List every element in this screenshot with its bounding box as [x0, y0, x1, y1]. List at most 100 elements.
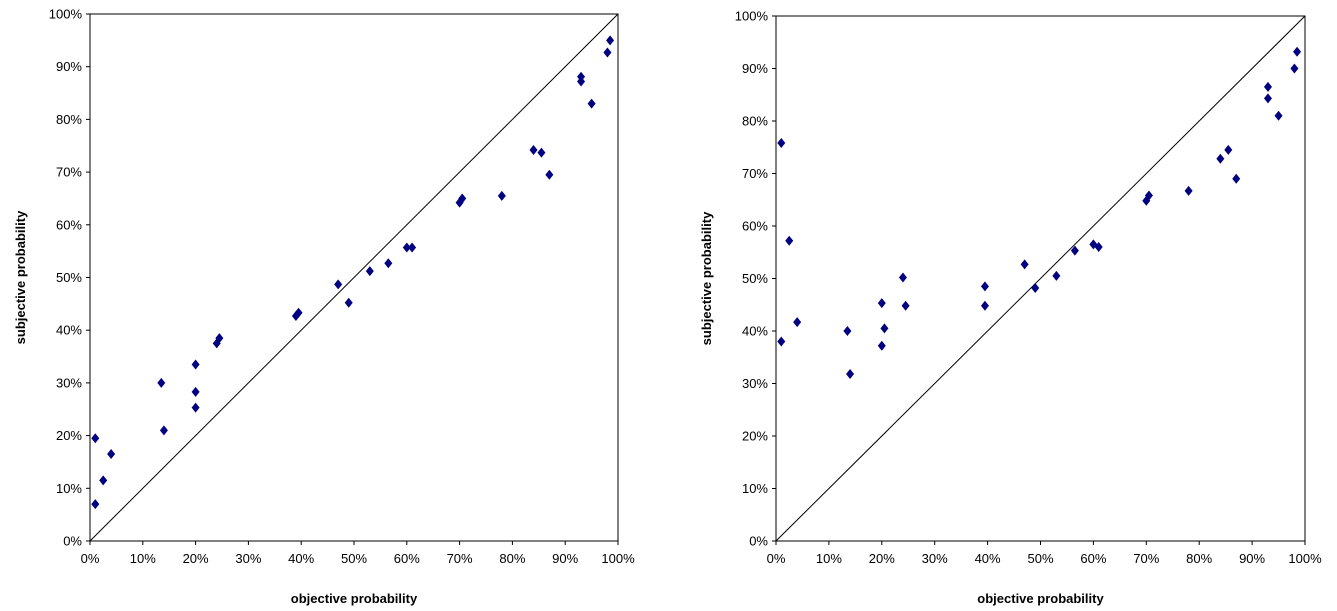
- y-tick-label: 20%: [56, 428, 82, 443]
- x-tick-label: 30%: [922, 551, 948, 566]
- y-tick-label: 10%: [742, 481, 768, 496]
- data-point: [846, 369, 855, 380]
- data-point: [606, 35, 615, 46]
- data-point: [1144, 190, 1153, 201]
- data-point: [777, 138, 786, 149]
- y-tick-label: 60%: [742, 219, 768, 234]
- y-tick-label: 70%: [56, 165, 82, 180]
- right-data-points: [777, 46, 1302, 380]
- data-point: [159, 425, 168, 436]
- data-point: [384, 258, 393, 269]
- data-point: [334, 279, 343, 290]
- data-point: [877, 340, 886, 351]
- left-x-axis-title: objective probability: [291, 591, 418, 606]
- data-point: [1184, 185, 1193, 196]
- data-point: [402, 242, 411, 253]
- data-point: [1031, 282, 1040, 293]
- data-point: [365, 266, 374, 277]
- right-x-axis-ticks: 0% 10% 20% 30% 40% 50% 60% 70% 80% 90% 100%: [767, 541, 1322, 566]
- x-tick-label: 50%: [1027, 551, 1053, 566]
- x-tick-label: 80%: [1186, 551, 1212, 566]
- x-tick-label: 60%: [1080, 551, 1106, 566]
- y-tick-label: 30%: [56, 375, 82, 390]
- y-tick-label: 10%: [56, 481, 82, 496]
- x-tick-label: 20%: [869, 551, 895, 566]
- left-x-axis-ticks: 0% 10% 20% 30% 40% 50% 60% 70% 80% 90% 100%: [81, 541, 635, 566]
- left-y-axis-title: subjective probability: [13, 210, 28, 344]
- y-tick-label: 50%: [742, 271, 768, 286]
- data-point: [191, 402, 200, 413]
- y-tick-label: 20%: [742, 429, 768, 444]
- y-tick-label: 90%: [56, 59, 82, 74]
- y-tick-label: 70%: [742, 166, 768, 181]
- x-tick-label: 10%: [816, 551, 842, 566]
- data-point: [980, 300, 989, 311]
- data-point: [1020, 259, 1029, 270]
- data-point: [877, 298, 886, 309]
- x-tick-label: 60%: [394, 551, 420, 566]
- data-point: [408, 242, 417, 253]
- x-tick-label: 50%: [341, 551, 367, 566]
- data-point: [537, 147, 546, 158]
- y-tick-label: 30%: [742, 376, 768, 391]
- data-point: [191, 386, 200, 397]
- x-tick-label: 30%: [235, 551, 261, 566]
- data-point: [497, 190, 506, 201]
- x-tick-label: 70%: [447, 551, 473, 566]
- data-point: [1290, 63, 1299, 74]
- data-point: [1293, 46, 1302, 57]
- y-tick-label: 0%: [749, 534, 768, 549]
- y-tick-label: 100%: [49, 7, 83, 22]
- data-point: [1216, 153, 1225, 164]
- y-tick-label: 60%: [56, 217, 82, 232]
- right-x-axis-title: objective probability: [977, 591, 1104, 606]
- x-tick-label: 100%: [601, 551, 635, 566]
- data-point: [777, 336, 786, 347]
- right-diagonal-line: [775, 15, 1306, 542]
- data-point: [99, 475, 108, 486]
- x-tick-label: 90%: [1239, 551, 1265, 566]
- y-tick-label: 100%: [735, 9, 769, 24]
- data-point: [1052, 270, 1061, 281]
- right-scatter-chart: 0% 10% 20% 30% 40% 50% 60% 70% 80% 90% 100% 0% 10% 2…: [699, 9, 1322, 607]
- data-point: [1263, 93, 1272, 104]
- y-tick-label: 40%: [56, 323, 82, 338]
- data-point: [458, 193, 467, 204]
- y-tick-label: 80%: [742, 114, 768, 129]
- right-y-axis-ticks: 0% 10% 20% 30% 40% 50% 60% 70% 80% 90% 100%: [735, 9, 776, 549]
- data-point: [191, 359, 200, 370]
- x-tick-label: 40%: [288, 551, 314, 566]
- data-point: [901, 300, 910, 311]
- x-tick-label: 0%: [767, 551, 786, 566]
- x-tick-label: 20%: [183, 551, 209, 566]
- x-tick-label: 0%: [81, 551, 100, 566]
- data-point: [1263, 81, 1272, 92]
- data-point: [107, 449, 116, 460]
- y-tick-label: 80%: [56, 112, 82, 127]
- x-tick-label: 80%: [499, 551, 525, 566]
- data-point: [1094, 242, 1103, 252]
- x-tick-label: 40%: [975, 551, 1001, 566]
- data-point: [577, 71, 586, 82]
- data-point: [587, 98, 596, 109]
- left-diagonal-line: [89, 13, 619, 542]
- y-tick-label: 40%: [742, 324, 768, 339]
- data-point: [91, 499, 100, 510]
- data-point: [91, 433, 100, 444]
- data-point: [980, 281, 989, 292]
- data-point: [880, 323, 889, 334]
- left-y-axis-ticks: 0% 10% 20% 30% 40% 50% 60% 70% 80% 90% 100%: [49, 7, 90, 549]
- data-point: [1070, 245, 1079, 256]
- data-point: [785, 235, 794, 246]
- right-y-axis-title: subjective probability: [699, 211, 714, 345]
- data-point: [843, 326, 852, 336]
- x-tick-label: 100%: [1288, 551, 1322, 566]
- x-tick-label: 90%: [552, 551, 578, 566]
- data-point: [215, 333, 224, 344]
- data-point: [793, 317, 802, 328]
- data-point: [898, 272, 907, 283]
- data-point: [1274, 110, 1283, 121]
- data-point: [545, 169, 554, 180]
- data-point: [603, 47, 612, 58]
